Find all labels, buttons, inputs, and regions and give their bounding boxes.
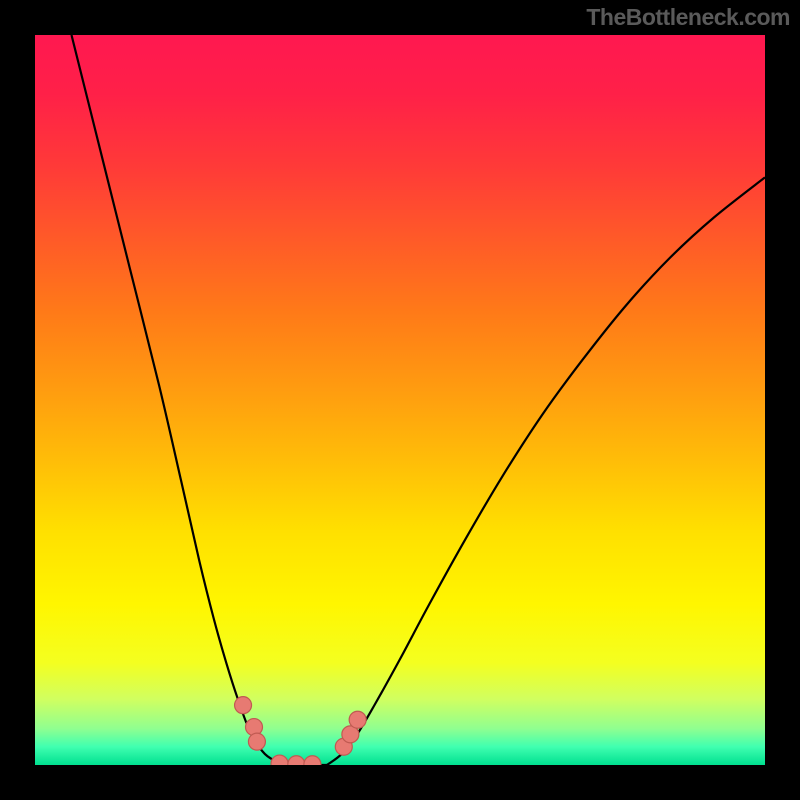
data-marker [349, 711, 366, 728]
plot-area [35, 35, 765, 765]
data-marker [271, 755, 288, 765]
curve-layer [35, 35, 765, 765]
data-marker [235, 697, 252, 714]
curve-right-branch [327, 177, 765, 765]
attribution-label: TheBottleneck.com [586, 4, 790, 31]
chart-container: TheBottleneck.com [0, 0, 800, 800]
curve-left-branch [72, 35, 284, 765]
data-marker [246, 719, 263, 736]
data-marker [248, 733, 265, 750]
data-marker [304, 756, 321, 765]
data-marker [288, 756, 305, 765]
